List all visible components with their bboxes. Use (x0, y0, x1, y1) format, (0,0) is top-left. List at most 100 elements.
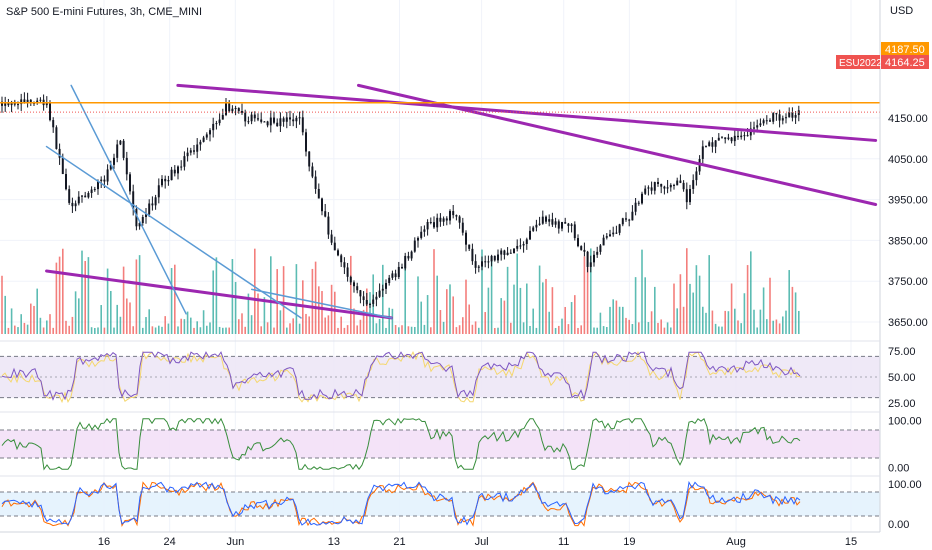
y-axis-ticks[interactable]: 4150.00 4050.00 3950.00 3850.00 3750.00 3650.… (888, 113, 928, 531)
candle-body (756, 125, 759, 128)
volume-bar (164, 316, 166, 334)
volume-bar (7, 327, 10, 334)
volume-bar (500, 298, 502, 334)
candle-body (666, 187, 669, 189)
volume-bar (769, 277, 771, 334)
volume-bar (766, 319, 768, 334)
candle-body (647, 187, 650, 189)
candle-body (52, 120, 55, 128)
volume-bar (423, 324, 426, 334)
volume-bar (52, 327, 54, 334)
volume-bar (215, 257, 218, 334)
symbol-price-label: ESU2022 4164.25 (836, 55, 929, 69)
volume-bar (209, 322, 211, 334)
volume-bar (148, 309, 150, 334)
candle-body (154, 197, 157, 206)
candle-body (305, 132, 307, 152)
candle-body (241, 111, 243, 113)
volume-bar (378, 318, 381, 334)
x-tick-label: 11 (558, 536, 569, 548)
volume-bar (318, 286, 320, 334)
trendlines[interactable] (45, 83, 878, 320)
pane-band-2 (0, 492, 880, 516)
candle-body (164, 178, 167, 182)
volume-bar (750, 251, 752, 334)
candle-body (359, 290, 362, 297)
volume-bar (26, 324, 29, 334)
candle-body (311, 166, 314, 177)
volume-bar (87, 257, 90, 334)
candle-body (753, 127, 755, 129)
level-label-text: 4187.50 (885, 44, 925, 56)
horizontal-level[interactable] (0, 101, 880, 113)
trendline-blue (70, 84, 187, 315)
volume-bar (110, 290, 112, 334)
volume-bar (785, 310, 787, 334)
candle-body (468, 244, 471, 249)
candle-body (637, 202, 640, 204)
volume-bar (666, 322, 669, 334)
candle-body (212, 123, 215, 131)
candle-body (727, 137, 730, 140)
volume-bar (718, 326, 720, 334)
candle-body (471, 248, 474, 262)
x-axis-ticks[interactable]: 16 24 Jun 13 21 Jul 11 19 Aug 15 (98, 536, 857, 548)
candle-body (103, 179, 106, 182)
volume-bar (721, 326, 723, 334)
volume-bar (170, 268, 173, 334)
level-price-label: 4187.50 (881, 42, 929, 56)
volume-bar (23, 322, 26, 334)
candle-body (23, 99, 26, 103)
volume-bar (580, 325, 582, 334)
candle-body (68, 189, 71, 203)
candle-body (36, 100, 39, 104)
y-tick-label: 4150.00 (888, 113, 928, 125)
volume-bar (10, 308, 13, 334)
candle-body (740, 135, 743, 138)
volume-bar (289, 323, 291, 334)
candle-body (465, 232, 467, 245)
candle-body (689, 188, 691, 203)
candle-body (209, 130, 211, 135)
volume-bar (78, 298, 80, 334)
volume-bar (154, 327, 157, 334)
candle-body (321, 198, 323, 212)
candle-body (301, 117, 304, 133)
volume-bar (103, 327, 106, 334)
volume-bar (337, 327, 339, 334)
candle-body (657, 182, 659, 184)
candle-body (257, 118, 259, 120)
candle-body (420, 231, 423, 238)
candle-body (679, 180, 682, 183)
y-tick-label: 100.00 (888, 416, 922, 428)
candle-body (29, 99, 32, 103)
volume-bar (321, 291, 323, 334)
candle-body (61, 157, 64, 175)
candle-body (234, 108, 237, 110)
candle-body (55, 127, 58, 149)
candle-body (282, 118, 285, 122)
candle-body (292, 119, 295, 122)
indicator-line-1-0 (1, 417, 801, 471)
candle-body (461, 222, 464, 233)
volume-bar (458, 325, 461, 334)
volume-bar (305, 313, 307, 334)
candle-body (701, 146, 704, 159)
volume-bar (308, 316, 310, 334)
candle-body (202, 137, 205, 142)
volume-bar (599, 312, 602, 334)
candle-body (116, 144, 119, 158)
volume-bar (324, 317, 326, 334)
candle-body (394, 273, 397, 278)
volume-bar (74, 291, 77, 334)
volume-bar (138, 255, 141, 334)
candle-body (500, 250, 503, 255)
x-tick-label: 19 (623, 536, 635, 548)
volume-bar (158, 325, 160, 334)
candle-body (714, 140, 717, 147)
candle-body (529, 230, 531, 240)
candle-body (583, 249, 586, 252)
volume-bar (548, 311, 550, 334)
